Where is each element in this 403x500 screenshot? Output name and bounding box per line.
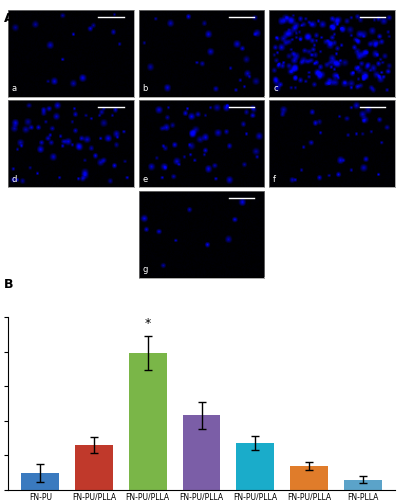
Text: d: d [12, 175, 17, 184]
Bar [290, 466, 328, 490]
Text: e: e [143, 175, 148, 184]
Text: b: b [143, 84, 148, 94]
Bar [237, 443, 274, 490]
Bar [344, 480, 382, 490]
Text: g: g [143, 265, 148, 274]
Text: B: B [4, 278, 14, 290]
Bar [183, 416, 220, 490]
Text: c: c [273, 84, 278, 94]
Text: *: * [145, 318, 151, 330]
Text: f: f [273, 175, 276, 184]
Bar [75, 445, 113, 490]
Bar [21, 472, 59, 490]
Text: a: a [12, 84, 17, 94]
Text: A: A [4, 12, 14, 26]
Bar [129, 353, 166, 490]
